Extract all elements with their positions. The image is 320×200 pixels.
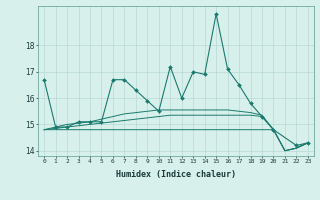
X-axis label: Humidex (Indice chaleur): Humidex (Indice chaleur) bbox=[116, 170, 236, 179]
